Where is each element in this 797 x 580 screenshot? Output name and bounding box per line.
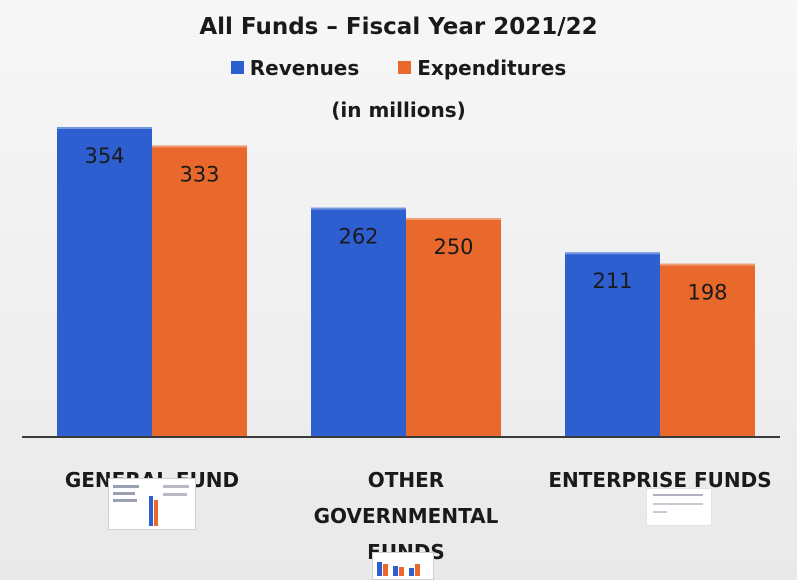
bar-highlight-expenditures-1 <box>152 145 247 148</box>
bar-expenditures-2 <box>406 218 501 437</box>
thumbnail-image-1 <box>108 478 196 530</box>
category-label-line: GOVERNMENTAL <box>313 504 499 528</box>
data-label-expenditures-3: 198 <box>687 281 727 305</box>
bar-highlight-revenues-2 <box>311 207 406 210</box>
legend-item-revenues: Revenues <box>230 56 360 80</box>
legend-label-revenues: Revenues <box>249 56 360 80</box>
legend-item-expenditures: Expenditures <box>398 56 566 80</box>
legend-swatch-expenditures <box>398 61 412 74</box>
bar-highlight-revenues-3 <box>565 252 660 255</box>
thumbnail-image-3 <box>646 488 712 526</box>
legend-swatch-revenues <box>230 61 244 74</box>
bar-revenues-3 <box>565 252 660 437</box>
data-label-revenues-3: 211 <box>592 269 632 293</box>
data-label-expenditures-2: 250 <box>433 235 473 259</box>
bar-expenditures-1 <box>152 145 247 437</box>
bar-highlight-revenues-1 <box>57 127 152 129</box>
chart-subtitle: (in millions) <box>331 98 466 122</box>
legend-label-expenditures: Expenditures <box>417 56 567 80</box>
bar-highlight-expenditures-2 <box>406 218 501 221</box>
data-label-expenditures-1: 333 <box>179 162 219 186</box>
bar-highlight-expenditures-3 <box>660 263 755 266</box>
bar-revenues-1 <box>57 127 152 437</box>
bar-revenues-2 <box>311 207 406 437</box>
chart-legend: Revenues Expenditures <box>0 56 797 80</box>
thumbnail-image-2 <box>372 552 434 580</box>
data-label-revenues-2: 262 <box>338 225 378 249</box>
category-label-line: OTHER <box>367 468 445 492</box>
data-label-revenues-1: 354 <box>84 144 124 168</box>
bar-expenditures-3 <box>660 263 755 437</box>
chart-title: All Funds – Fiscal Year 2021/22 <box>199 14 598 40</box>
